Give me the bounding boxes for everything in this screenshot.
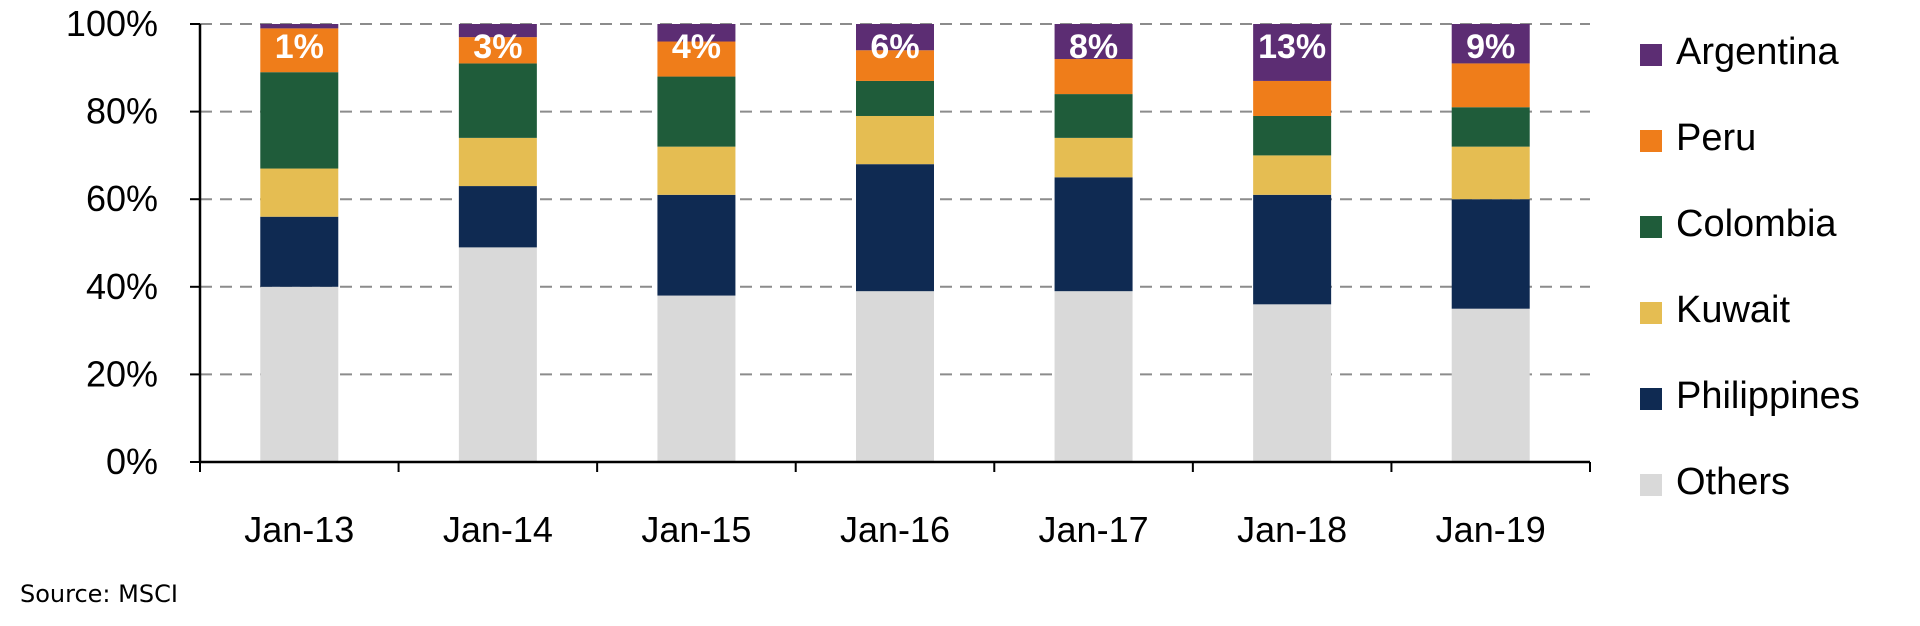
stacked-bar-chart: 0%20%40%60%80%100% Jan-13 Jan-14 Jan-15 Jan… <box>66 3 1860 550</box>
x-tick-labels: Jan-13 Jan-14 Jan-15 Jan-16 Jan-17 Jan-18 Jan-… <box>244 509 1546 550</box>
bar-argentina-jan-14 <box>458 24 537 38</box>
bar-colombia-jan-19 <box>1451 107 1530 147</box>
bar-peru-jan-19 <box>1451 63 1530 108</box>
y-tick-label: 40% <box>86 266 158 307</box>
y-tick-label: 80% <box>86 91 158 132</box>
legend-swatch-colombia <box>1640 216 1662 238</box>
y-tick-label: 60% <box>86 178 158 219</box>
data-label: 3% <box>473 28 522 66</box>
bar-peru-jan-16 <box>856 50 934 81</box>
bar-others-jan-15 <box>657 295 736 462</box>
bar-peru-jan-17 <box>1054 59 1133 95</box>
bar-others-jan-19 <box>1451 308 1530 462</box>
legend-label-others: Others <box>1676 461 1790 503</box>
bar-argentina-jan-17 <box>1054 24 1133 60</box>
bar-others-jan-17 <box>1054 291 1133 462</box>
legend-swatch-philippines <box>1640 388 1662 410</box>
y-tick-label: 0% <box>106 441 158 482</box>
bar-argentina-jan-15 <box>657 24 736 42</box>
x-tick-label: Jan-18 <box>1237 509 1347 550</box>
source-note: Source: MSCI <box>20 580 178 608</box>
x-tick-label: Jan-16 <box>840 509 950 550</box>
bar-others-jan-18 <box>1253 304 1332 462</box>
bar-philippines-jan-17 <box>1054 177 1133 292</box>
bar-kuwait-jan-18 <box>1253 155 1332 195</box>
x-tick-label: Jan-13 <box>244 509 354 550</box>
bar-argentina-jan-18 <box>1253 24 1332 81</box>
data-label: 8% <box>1069 28 1118 66</box>
legend-swatch-peru <box>1640 130 1662 152</box>
bars <box>260 24 1530 462</box>
bar-argentina-jan-13 <box>260 24 339 29</box>
legend: Argentina Peru Colombia Kuwait Philippines Ot… <box>1640 31 1860 503</box>
x-tick-label: Jan-17 <box>1039 509 1149 550</box>
bar-colombia-jan-16 <box>856 80 934 116</box>
bar-philippines-jan-19 <box>1451 199 1530 309</box>
bar-kuwait-jan-14 <box>458 137 537 187</box>
data-label: 4% <box>672 28 721 66</box>
bar-argentina-jan-19 <box>1451 24 1530 64</box>
data-label: 13% <box>1258 28 1326 66</box>
bar-colombia-jan-17 <box>1054 94 1133 138</box>
y-tick-label: 20% <box>86 353 158 394</box>
legend-swatch-kuwait <box>1640 302 1662 324</box>
legend-label-peru: Peru <box>1676 117 1756 159</box>
x-tick-label: Jan-14 <box>443 509 553 550</box>
bar-peru-jan-15 <box>657 41 736 77</box>
bar-colombia-jan-18 <box>1253 115 1332 156</box>
data-label: 1% <box>275 28 324 66</box>
bar-colombia-jan-13 <box>260 72 339 169</box>
axes <box>198 24 1591 472</box>
bar-philippines-jan-16 <box>856 164 934 292</box>
data-label: 6% <box>870 28 919 66</box>
bar-philippines-jan-15 <box>657 194 736 296</box>
legend-swatch-argentina <box>1640 44 1662 66</box>
bar-kuwait-jan-13 <box>260 168 339 217</box>
bar-kuwait-jan-15 <box>657 146 736 195</box>
data-labels: 1% 3% 4% 6% 8% 13% 9% <box>275 28 1516 66</box>
bar-peru-jan-14 <box>458 37 537 64</box>
y-tick-label: 100% <box>66 3 158 44</box>
bar-peru-jan-18 <box>1253 80 1332 116</box>
bar-kuwait-jan-19 <box>1451 146 1530 200</box>
bar-philippines-jan-18 <box>1253 194 1332 305</box>
bar-colombia-jan-15 <box>657 76 736 147</box>
legend-swatch-others <box>1640 474 1662 496</box>
bar-kuwait-jan-17 <box>1054 137 1133 178</box>
bar-peru-jan-13 <box>260 28 339 73</box>
bar-others-jan-13 <box>260 286 339 462</box>
data-label: 9% <box>1466 28 1515 66</box>
bar-kuwait-jan-16 <box>856 115 934 165</box>
bar-philippines-jan-14 <box>458 186 537 248</box>
legend-label-kuwait: Kuwait <box>1676 289 1790 331</box>
y-tick-labels: 0% 20% 40% 60% 80% 100% <box>66 3 158 482</box>
legend-label-philippines: Philippines <box>1676 375 1860 417</box>
x-tick-label: Jan-19 <box>1436 509 1546 550</box>
bar-philippines-jan-13 <box>260 216 339 287</box>
legend-label-colombia: Colombia <box>1676 203 1837 245</box>
bar-argentina-jan-16 <box>856 24 934 51</box>
gridlines <box>190 23 1590 463</box>
x-tick-label: Jan-15 <box>641 509 751 550</box>
bar-others-jan-16 <box>856 291 934 462</box>
legend-label-argentina: Argentina <box>1676 31 1840 73</box>
bar-others-jan-14 <box>458 247 537 462</box>
bar-colombia-jan-14 <box>458 63 537 138</box>
